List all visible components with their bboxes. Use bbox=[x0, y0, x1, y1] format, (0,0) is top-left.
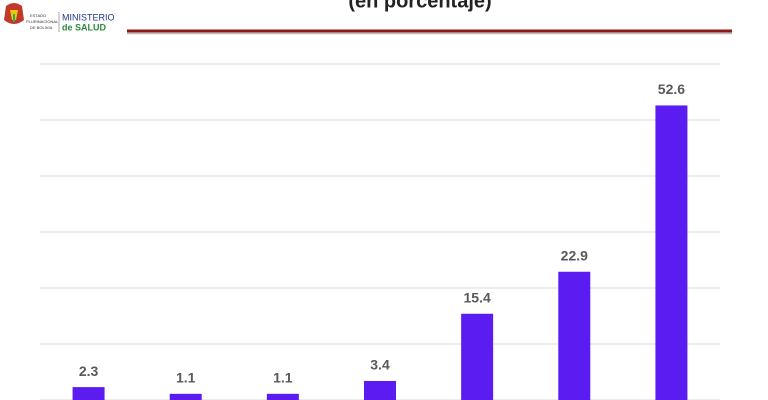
logo-text: de SALUD bbox=[62, 22, 107, 32]
bar bbox=[169, 393, 202, 400]
bar bbox=[266, 393, 299, 400]
bar bbox=[558, 271, 591, 400]
value-label: 15.4 bbox=[464, 289, 491, 305]
logo-text: ESTADO bbox=[30, 13, 46, 18]
value-label: 3.4 bbox=[370, 357, 390, 373]
logo: ESTADO PLURINACIONAL DE BOLIVIA MINISTER… bbox=[4, 3, 115, 32]
logo-text: DE BOLIVIA bbox=[30, 25, 53, 30]
bar bbox=[655, 105, 688, 400]
emblem-detail bbox=[13, 14, 15, 22]
value-label: 22.9 bbox=[561, 247, 588, 263]
bar bbox=[461, 313, 494, 400]
value-label: 52.6 bbox=[658, 81, 685, 97]
bar bbox=[72, 387, 105, 400]
value-label: 1.1 bbox=[273, 370, 293, 386]
chart-title: (en porcentaje) bbox=[348, 0, 491, 12]
value-label: 2.3 bbox=[79, 363, 99, 379]
logo-text: PLURINACIONAL bbox=[26, 19, 59, 24]
value-label: 1.1 bbox=[176, 370, 196, 386]
bar bbox=[364, 380, 396, 400]
logo-text: MINISTERIO bbox=[62, 12, 115, 22]
